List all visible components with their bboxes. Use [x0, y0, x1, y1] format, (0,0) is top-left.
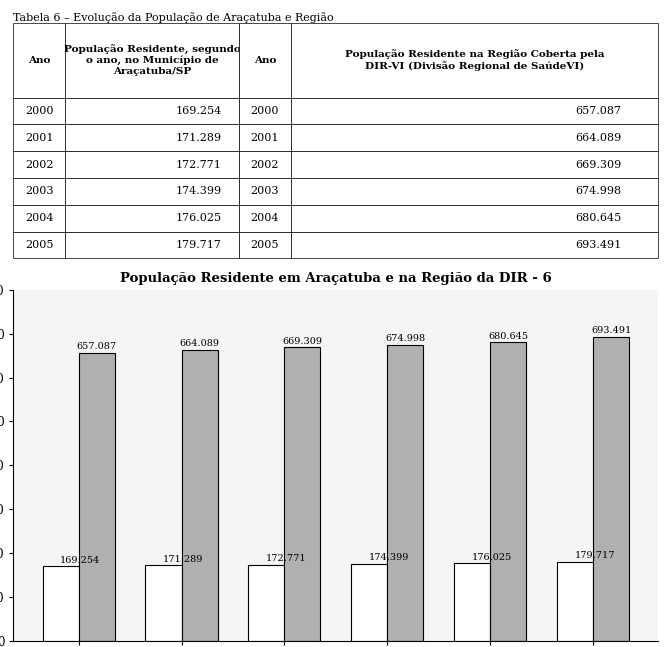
Text: 172.771: 172.771: [266, 554, 307, 563]
Bar: [249, 565, 285, 641]
Text: 664.089: 664.089: [180, 339, 219, 348]
Text: 680.645: 680.645: [488, 331, 528, 340]
Bar: [351, 564, 387, 641]
Text: Tabela 6 – Evolução da População de Araçatuba e Região: Tabela 6 – Evolução da População de Araç…: [13, 12, 334, 23]
Text: 669.309: 669.309: [283, 336, 323, 345]
Bar: [490, 342, 526, 641]
Text: 174.399: 174.399: [369, 553, 409, 562]
Text: 179.717: 179.717: [575, 551, 615, 560]
Text: 169.254: 169.254: [60, 556, 100, 565]
Text: 176.025: 176.025: [471, 553, 512, 562]
Text: 674.998: 674.998: [385, 334, 426, 343]
Bar: [43, 566, 78, 641]
Bar: [285, 347, 321, 641]
Bar: [454, 564, 490, 641]
Bar: [182, 349, 217, 641]
Bar: [146, 565, 182, 641]
Bar: [78, 353, 114, 641]
Title: População Residente em Araçatuba e na Região da DIR - 6: População Residente em Araçatuba e na Re…: [120, 272, 552, 285]
Text: 693.491: 693.491: [591, 326, 631, 335]
Text: 171.289: 171.289: [163, 554, 203, 564]
Bar: [387, 345, 423, 641]
Text: 657.087: 657.087: [76, 342, 116, 351]
Bar: [557, 562, 593, 641]
Bar: [593, 336, 629, 641]
